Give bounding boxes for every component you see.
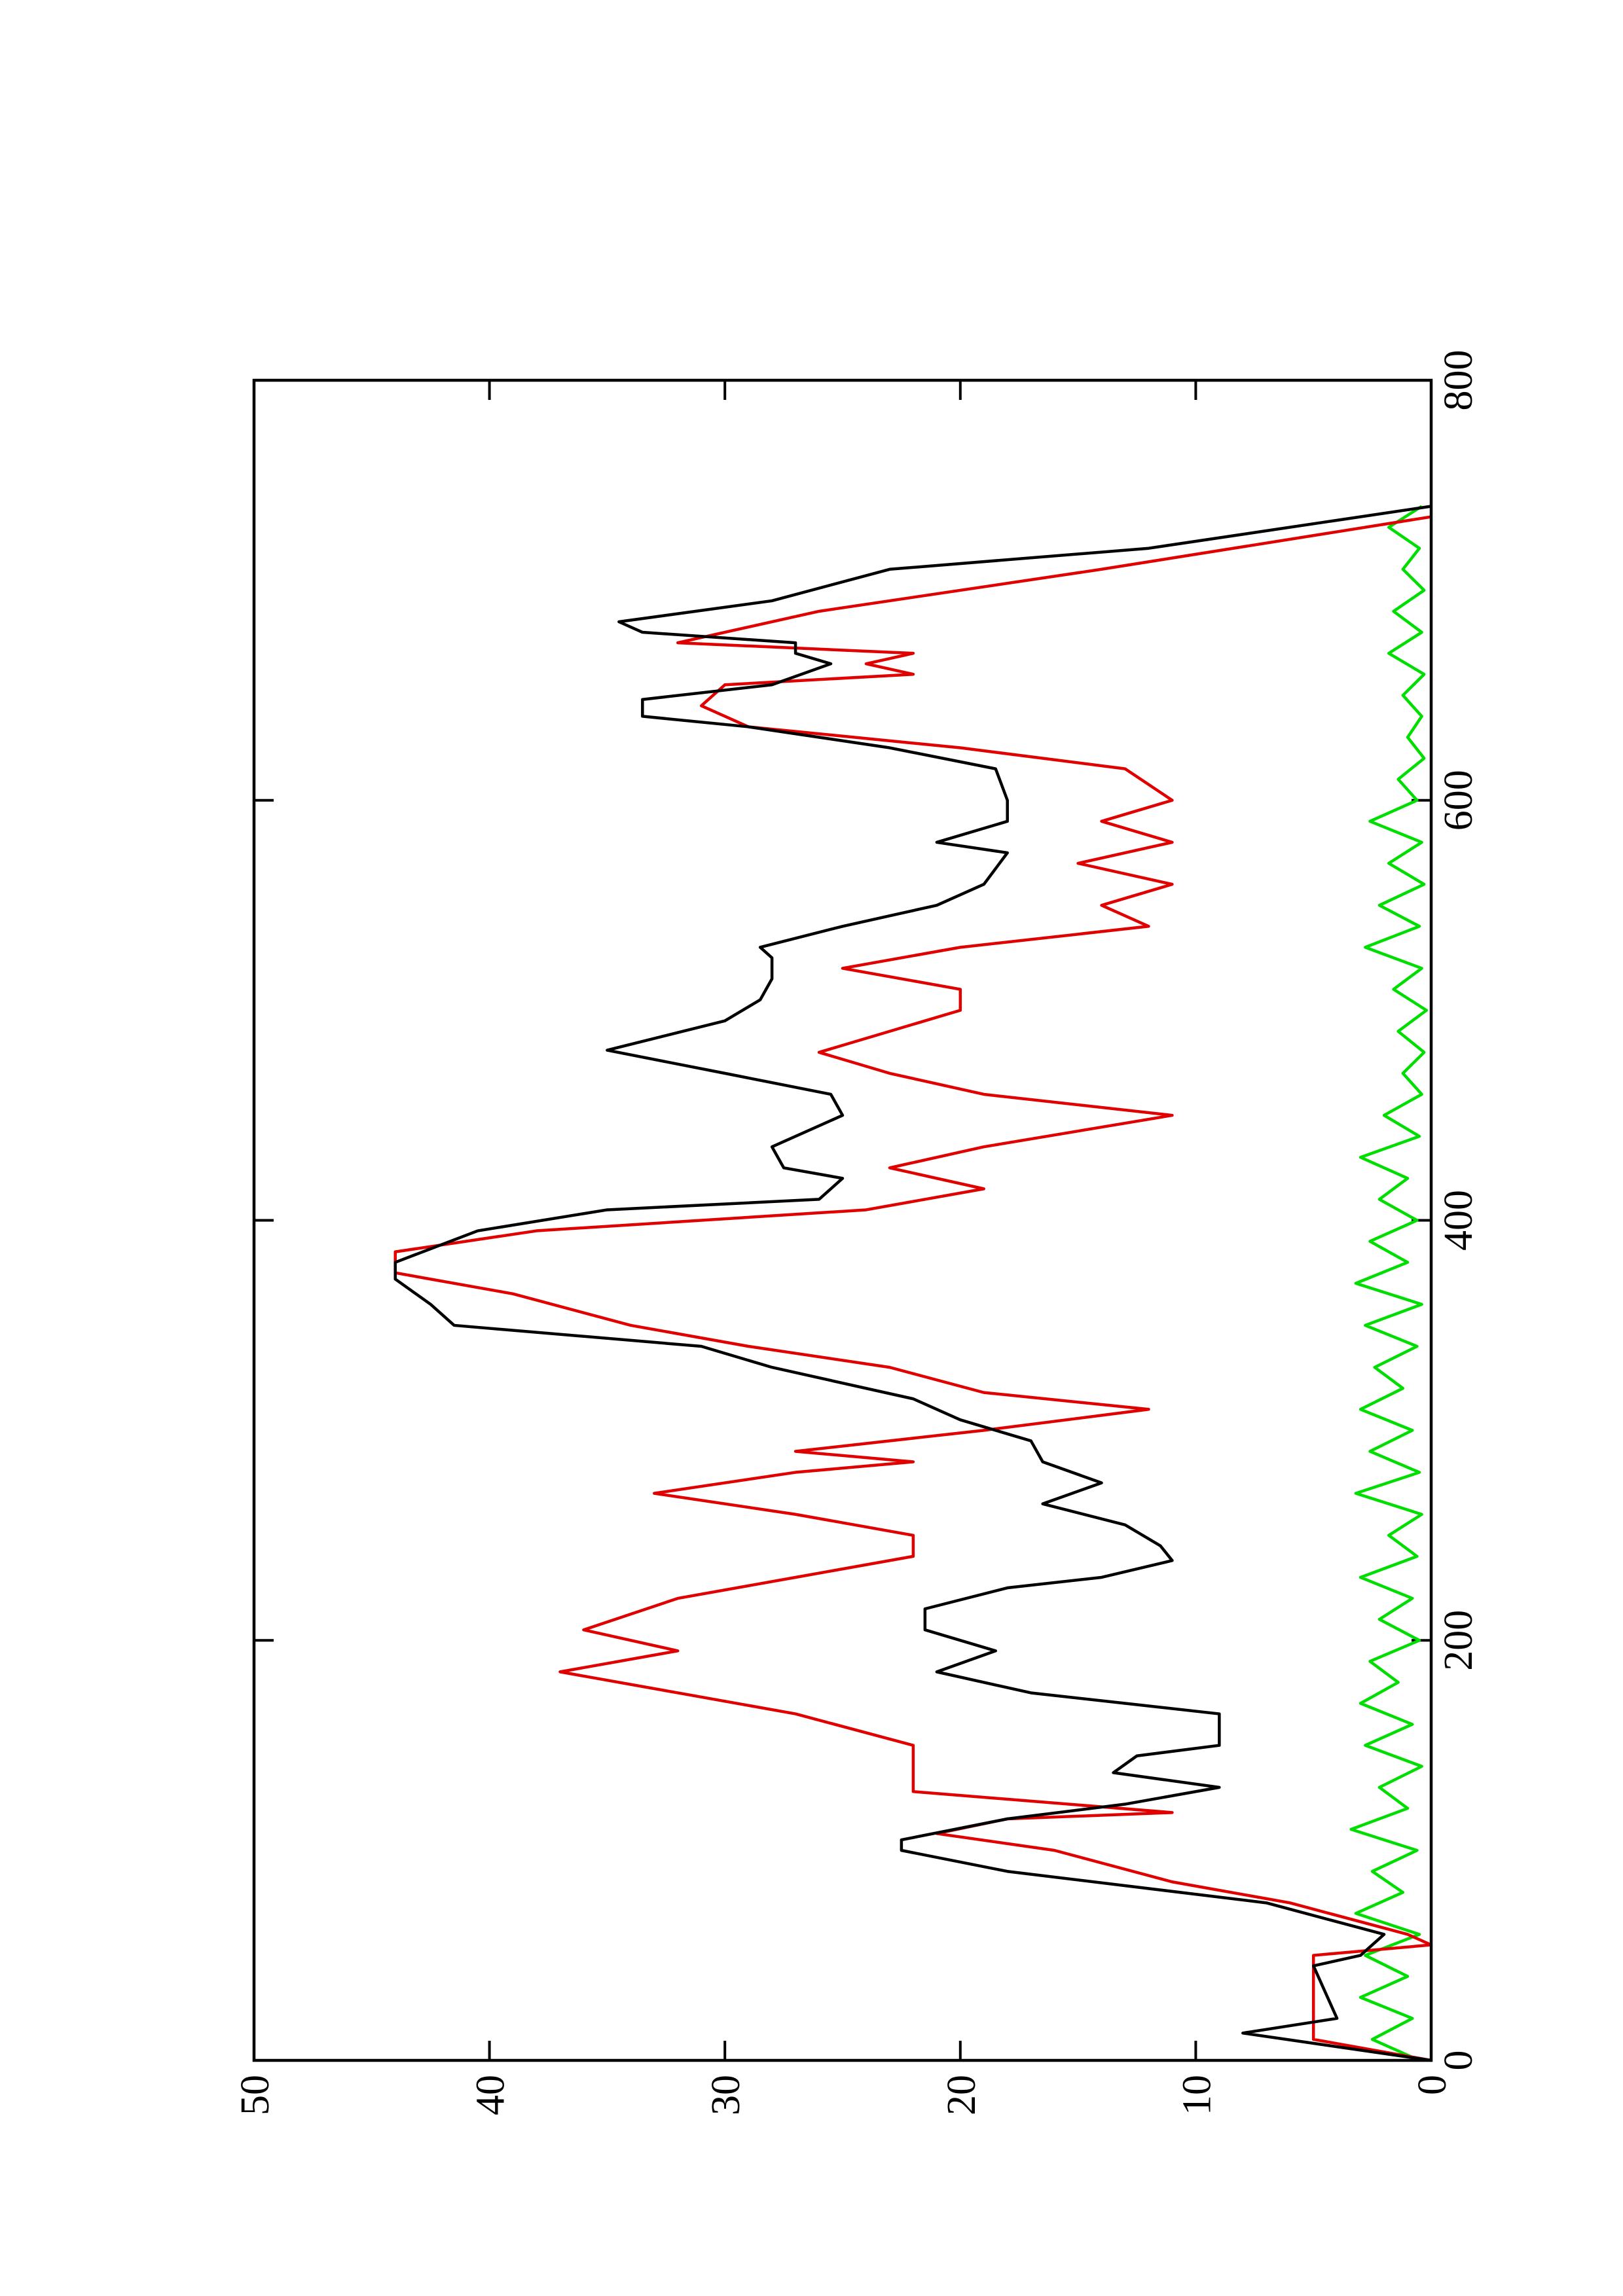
x-tick-label: 200 [1436, 1610, 1481, 1671]
series-line [1349, 505, 1429, 2062]
y-tick-label: 40 [469, 2075, 513, 2115]
x-tick-label: 400 [1436, 1190, 1481, 1251]
y-tick-label: 10 [1175, 2075, 1219, 2115]
y-tick-label: 50 [233, 2075, 278, 2115]
y-tick-label: 0 [1410, 2075, 1455, 2095]
series-line [393, 505, 1432, 2062]
y-tick-label: 20 [939, 2075, 984, 2115]
series-line [393, 515, 1433, 2062]
x-tick-label: 0 [1436, 2051, 1481, 2071]
x-tick-label: 800 [1436, 350, 1481, 411]
plot-frame [252, 378, 1433, 2062]
y-tick-label: 30 [704, 2075, 748, 2115]
plot-area: 0 200 400 600 800 0 10 20 30 40 50 [233, 350, 1481, 2116]
x-tick-label: 600 [1436, 770, 1481, 831]
